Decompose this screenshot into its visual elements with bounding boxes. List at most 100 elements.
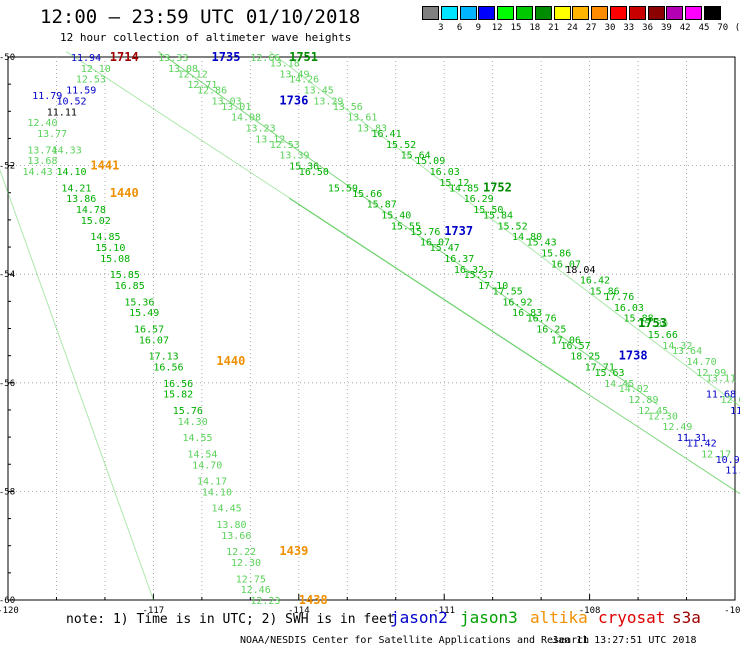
- wave-height-label: 12.23: [250, 596, 280, 607]
- wave-height-label: 13.11: [706, 373, 736, 384]
- color-swatch: [685, 6, 703, 20]
- wave-height-label: 15.87: [367, 200, 397, 211]
- wave-height-label: 17.13: [149, 352, 179, 363]
- track-line: [157, 51, 658, 405]
- color-scale-tick: 6: [456, 23, 463, 33]
- wave-height-label: 16.07: [420, 238, 450, 249]
- wave-height-label: 14.10: [202, 487, 232, 498]
- track-line: [0, 168, 154, 601]
- wave-height-label: 14.55: [182, 433, 212, 444]
- credit-text: NOAA/NESDIS Center for Satellite Applica…: [240, 635, 590, 646]
- pass-time-label: 1438: [299, 593, 328, 607]
- chart-title: 12:00 – 23:59 UTC 01/10/2018: [40, 6, 361, 28]
- wave-height-label: 14.70: [687, 357, 717, 368]
- wave-height-label: 15.64: [401, 151, 431, 162]
- lat-tick-label: -58: [0, 487, 15, 497]
- wave-height-label: 16.07: [139, 335, 169, 346]
- lat-tick-label: -52: [0, 162, 15, 172]
- pass-time-label: 1735: [212, 50, 241, 64]
- lat-tick-label: -60: [0, 596, 15, 606]
- wave-height-label: 11.31: [677, 433, 707, 444]
- legend-cryosat: cryosat: [598, 608, 666, 627]
- color-swatch: [572, 6, 590, 20]
- lon-tick-label: -117: [143, 606, 165, 616]
- color-scale-unit: (ft): [734, 23, 740, 33]
- color-swatch: [666, 6, 684, 20]
- wave-height-label: 15.59: [328, 183, 358, 194]
- wave-height-label: 10.96: [716, 455, 740, 466]
- color-scale-tick: 3: [438, 23, 444, 33]
- wave-height-label: 12.53: [76, 75, 106, 86]
- wave-height-label: 13.74: [27, 145, 57, 156]
- wave-height-label: 16.41: [372, 129, 402, 140]
- wave-height-label: 15.37: [464, 270, 494, 281]
- wave-height-label: 13.01: [221, 102, 251, 113]
- color-swatch: [628, 6, 646, 20]
- wave-height-label: 14.45: [604, 379, 634, 390]
- lon-tick-label: -111: [433, 606, 455, 616]
- wave-height-label: 14.02: [619, 384, 649, 395]
- pass-time-label: 1714: [110, 50, 139, 64]
- color-scale-tick: 42: [679, 23, 691, 33]
- wave-height-label: 14.45: [212, 504, 242, 515]
- wave-height-label: 15.85: [110, 270, 140, 281]
- wave-height-label: 11.94: [71, 53, 101, 64]
- wave-height-label: 13.18: [270, 58, 300, 69]
- color-scale-tick: 24: [566, 23, 578, 33]
- wave-height-label: 12.30: [231, 558, 261, 569]
- wave-height-label: 14.78: [76, 205, 106, 216]
- wave-height-label: 12.22: [226, 547, 256, 558]
- lat-tick-label: -56: [0, 379, 15, 389]
- legend-jason2: jason2: [390, 608, 448, 627]
- color-scale-tick: 45: [698, 23, 710, 33]
- wave-height-label: 13.03: [212, 96, 242, 107]
- wave-height-label: 13.61: [347, 113, 377, 124]
- wave-height-label: 16.57: [134, 325, 164, 336]
- wave-height-label: 12.10: [81, 64, 111, 75]
- wave-height-label: 12.66: [250, 53, 280, 64]
- color-scale-tick: 33: [623, 23, 635, 33]
- legend-s3a: s3a: [672, 608, 701, 627]
- wave-height-label: 14.17: [197, 477, 227, 488]
- color-swatch: [534, 6, 552, 20]
- wave-height-label: 13.39: [279, 151, 309, 162]
- wave-height-label: 16.37: [444, 254, 474, 265]
- wave-height-label: 15.52: [386, 140, 416, 151]
- wave-height-label: 14.21: [61, 183, 91, 194]
- wave-height-label: 12.53: [270, 140, 300, 151]
- wave-height-label: 11.68: [706, 390, 736, 401]
- color-scale-tick: 18: [529, 23, 541, 33]
- wave-height-label: 12.99: [696, 368, 726, 379]
- pass-time-label: 1752: [483, 180, 512, 194]
- wave-height-label: 12.30: [648, 411, 678, 422]
- wave-height-label: 11.42: [687, 439, 717, 450]
- lat-tick-label: -50: [0, 53, 15, 63]
- pass-time-label: 1441: [90, 159, 119, 173]
- pass-time-label: 1440: [216, 354, 245, 368]
- wave-height-label: 14.43: [23, 167, 53, 178]
- pass-time-label: 1751: [289, 50, 318, 64]
- color-scale-tick: 27: [585, 23, 597, 33]
- wave-height-label: 16.83: [512, 308, 542, 319]
- wave-height-label: 16.50: [299, 167, 329, 178]
- wave-height-label: 15.10: [95, 243, 125, 254]
- wave-height-label: 17.76: [604, 292, 634, 303]
- track-line: [288, 197, 740, 495]
- wave-height-label: 15.76: [173, 406, 203, 417]
- color-swatch: [459, 6, 477, 20]
- wave-height-label: 15.36: [289, 162, 319, 173]
- pass-time-label: 1753: [638, 316, 667, 330]
- wave-height-label: 11.79: [32, 91, 62, 102]
- wave-height-label: 13.08: [168, 64, 198, 75]
- wave-height-label: 12.60: [720, 395, 740, 406]
- lat-tick-label: -54: [0, 270, 15, 280]
- wave-height-label: 16.03: [430, 167, 460, 178]
- lon-tick-label: -108: [579, 606, 601, 616]
- color-swatch: [440, 6, 458, 20]
- color-scale-tick: 15: [510, 23, 522, 33]
- wave-height-label: 17.06: [551, 335, 581, 346]
- wave-height-label: 13.64: [672, 346, 702, 357]
- wave-height-label: 15.50: [473, 205, 503, 216]
- wave-height-label: 15.47: [430, 243, 460, 254]
